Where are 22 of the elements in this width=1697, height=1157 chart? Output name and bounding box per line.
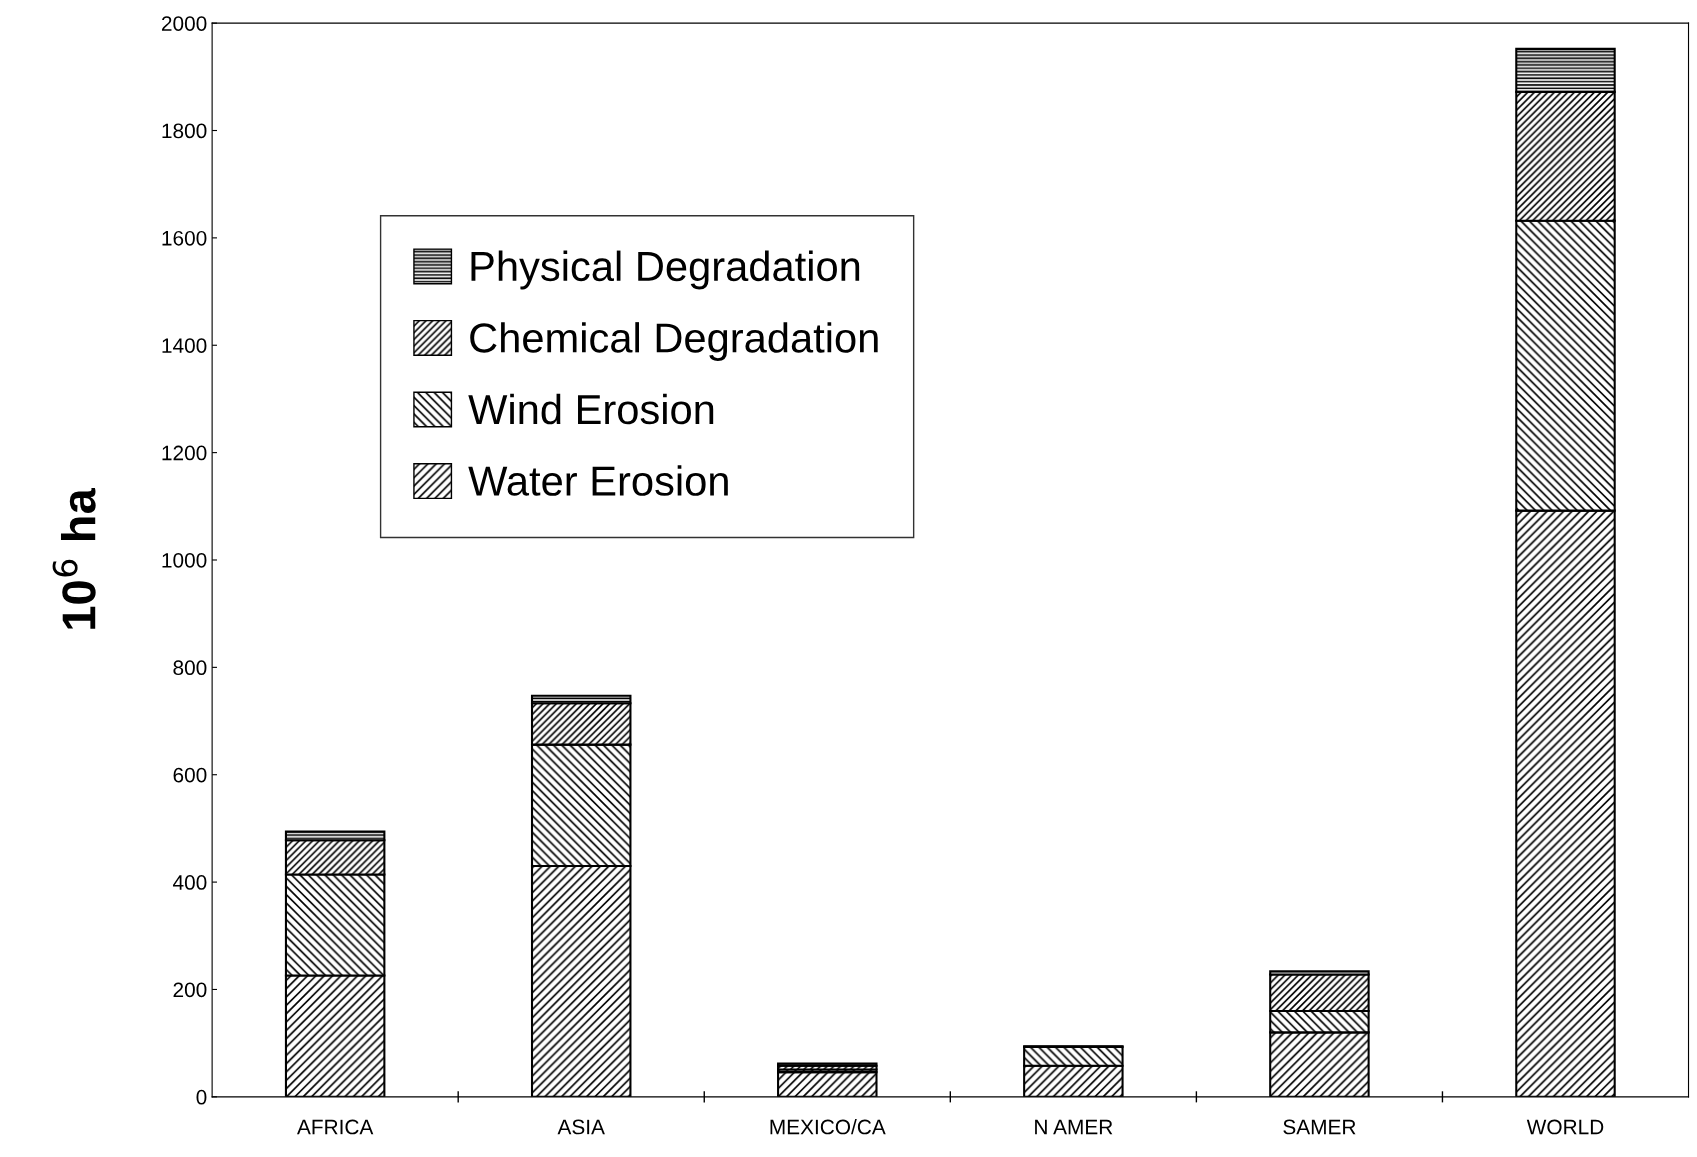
y-axis-title: 10$^{6}$ ha — [52, 487, 96, 629]
y-tick-label: 0 — [196, 1089, 207, 1105]
x-tick-label: MEXICO/CA — [770, 1119, 886, 1135]
legend-label: Wind Erosion — [468, 393, 714, 425]
x-tick-label: N AMER — [1035, 1119, 1113, 1135]
y-tick-label: 400 — [172, 875, 207, 890]
y-tick-label: 200 — [173, 982, 207, 998]
y-tick-label: 1600 — [162, 230, 207, 246]
x-tick-label: ASIA — [557, 1119, 605, 1135]
y-tick-label: 800 — [173, 660, 207, 676]
y-tick-label: 1400 — [162, 338, 207, 353]
y-tick-label: 1000 — [162, 552, 207, 568]
x-tick-label: AFRICA — [297, 1119, 374, 1135]
legend-label: Water Erosion — [468, 465, 728, 496]
y-tick-label: 1200 — [162, 445, 207, 461]
legend-label: Physical Degradation — [471, 250, 860, 290]
y-tick-label: 2000 — [161, 16, 207, 31]
x-tick-label: WORLD — [1526, 1119, 1604, 1135]
y-tick-label: 600 — [173, 767, 207, 783]
x-tick-label: SAMER — [1283, 1119, 1356, 1135]
y-tick-label: 1800 — [162, 123, 207, 139]
legend-label: Chemical Degradation — [470, 322, 878, 361]
